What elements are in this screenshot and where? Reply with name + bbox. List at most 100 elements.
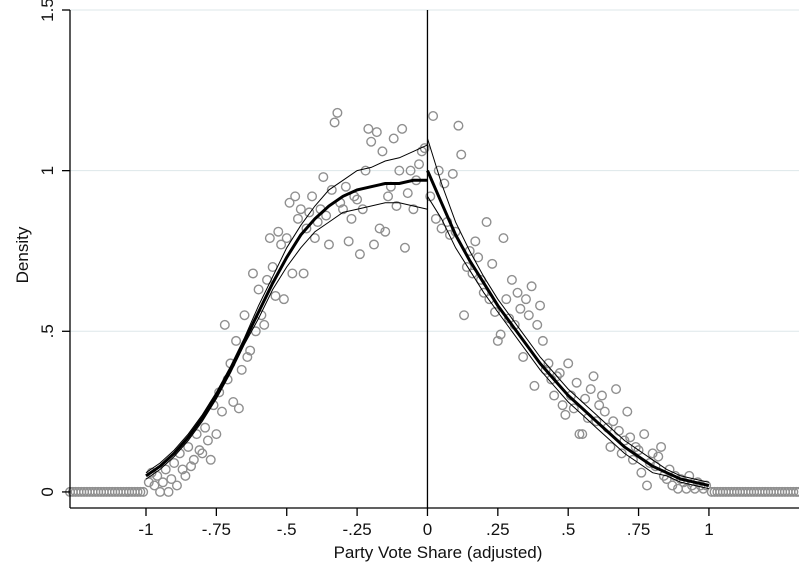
scatter-point [202, 435, 213, 446]
scatter-point [577, 429, 588, 440]
ci-upper-line-left [145, 144, 428, 474]
scatter-point [318, 172, 329, 183]
scatter-point [495, 329, 506, 340]
scatter-point [284, 197, 295, 208]
scatter-point [380, 226, 391, 237]
scatter-point [627, 454, 638, 465]
scatter-point [501, 294, 512, 305]
x-tick-label: .25 [486, 520, 510, 539]
scatter-point [402, 188, 413, 199]
scatter-point [506, 274, 517, 285]
ci-lower-line-left [145, 202, 428, 480]
scatter-point [180, 470, 191, 481]
scatter-point [233, 403, 244, 414]
scatter-point [571, 377, 582, 388]
scatter-point [408, 204, 419, 215]
scatter-point [160, 464, 171, 475]
scatter-point [439, 178, 450, 189]
scatter-point [216, 406, 227, 417]
scatter-point [357, 204, 368, 215]
scatter-point [492, 335, 503, 346]
scatter-point [414, 159, 425, 170]
x-axis-title: Party Vote Share (adjusted) [334, 543, 543, 562]
scatter-point [580, 393, 591, 404]
scatter-point [619, 435, 630, 446]
scatter-point [529, 380, 540, 391]
scatter-point [321, 210, 332, 221]
scatter-point [278, 294, 289, 305]
scatter-point [231, 335, 242, 346]
scatter-point [613, 425, 624, 436]
y-tick-label: 1.5 [38, 0, 57, 22]
scatter-point [591, 416, 602, 427]
scatter-point [456, 149, 467, 160]
scatter-point [588, 371, 599, 382]
scatter-point [245, 345, 256, 356]
scatter-point [163, 486, 174, 497]
zero-density-point [132, 486, 143, 497]
zero-density-point [788, 486, 799, 497]
scatter-point [599, 406, 610, 417]
scatter-point [236, 364, 247, 375]
scatter-point [157, 477, 168, 488]
scatter-point [360, 165, 371, 176]
scatter-point [636, 467, 647, 478]
scatter-point [171, 480, 182, 491]
scatter-point [211, 429, 222, 440]
scatter-point [642, 480, 653, 491]
scatter-point [197, 448, 208, 459]
scatter-point [518, 351, 529, 362]
zero-density-point [138, 486, 149, 497]
scatter-point [540, 364, 551, 375]
zero-density-point [135, 486, 146, 497]
fit-lines [145, 138, 710, 490]
scatter-point [596, 390, 607, 401]
scatter-point [549, 390, 560, 401]
scatter-point [368, 239, 379, 250]
scatter-point [228, 396, 239, 407]
scatter-point [188, 454, 199, 465]
scatter-point [616, 448, 627, 459]
scatter-point [292, 213, 303, 224]
scatter-point [247, 268, 258, 279]
scatter-point [143, 477, 154, 488]
scatter-point [340, 181, 351, 192]
scatter-point [183, 441, 194, 452]
scatter-point [259, 319, 270, 330]
x-tick-label: -.5 [277, 520, 297, 539]
scatter-point [343, 236, 354, 247]
scatter-point [270, 290, 281, 301]
fit-line-right [426, 170, 710, 487]
ci-upper-line-right [427, 138, 710, 483]
scatter-point [557, 400, 568, 411]
scatter-point [568, 403, 579, 414]
zero-density-point [794, 486, 799, 497]
scatter-point [498, 233, 509, 244]
axes [69, 10, 799, 509]
scatter-point [554, 368, 565, 379]
x-tick-label: .5 [561, 520, 575, 539]
scatter-point [352, 194, 363, 205]
scatter-point [377, 146, 388, 157]
ci-lower-line-right [427, 196, 710, 490]
scatter-point [447, 168, 458, 179]
scatter-point [323, 239, 334, 250]
scatter-point [630, 441, 641, 452]
scatter-point [354, 249, 365, 260]
scatter-point [155, 486, 166, 497]
scatter-point [169, 458, 180, 469]
scatter-point [523, 310, 534, 321]
scatter-point [329, 117, 340, 128]
y-axis-title: Density [13, 226, 32, 283]
scatter-point [625, 432, 636, 443]
scatter-point [242, 351, 253, 362]
scatter-point [397, 123, 408, 134]
scatter-point [543, 358, 554, 369]
scatter-point [661, 474, 672, 485]
scatter-point [473, 252, 484, 263]
scatter-point [526, 281, 537, 292]
scatter-point [391, 200, 402, 211]
scatter-point [678, 477, 689, 488]
scatter-point [453, 120, 464, 131]
